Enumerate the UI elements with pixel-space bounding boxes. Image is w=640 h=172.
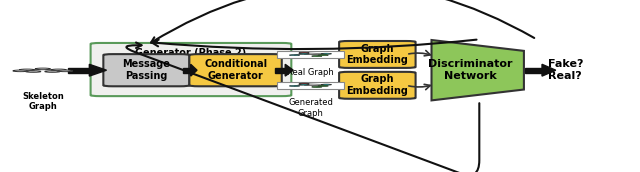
Polygon shape	[68, 68, 90, 73]
Text: Graph
Embedding: Graph Embedding	[346, 44, 408, 65]
Text: Real Graph: Real Graph	[287, 68, 334, 77]
Circle shape	[312, 56, 322, 57]
Text: Conditional
Generator: Conditional Generator	[204, 59, 267, 81]
Circle shape	[312, 86, 322, 88]
Circle shape	[13, 70, 28, 72]
Circle shape	[289, 85, 300, 87]
Text: Fake?
Real?: Fake? Real?	[548, 59, 583, 81]
Circle shape	[30, 71, 36, 72]
Text: Generated
Graph: Generated Graph	[288, 98, 333, 118]
FancyBboxPatch shape	[103, 54, 189, 86]
Circle shape	[299, 83, 309, 84]
Polygon shape	[90, 64, 106, 76]
FancyArrowPatch shape	[152, 40, 477, 49]
FancyBboxPatch shape	[339, 72, 415, 99]
FancyBboxPatch shape	[277, 82, 344, 89]
Circle shape	[321, 53, 332, 54]
Polygon shape	[542, 64, 556, 76]
Circle shape	[299, 84, 309, 85]
Circle shape	[19, 69, 35, 71]
Circle shape	[299, 53, 309, 54]
Polygon shape	[285, 64, 293, 76]
Circle shape	[49, 71, 56, 72]
Polygon shape	[275, 68, 285, 73]
Circle shape	[45, 71, 60, 72]
Text: Discriminator
Network: Discriminator Network	[428, 59, 513, 81]
Circle shape	[51, 69, 67, 71]
Circle shape	[26, 71, 41, 72]
Circle shape	[318, 85, 328, 87]
Text: Skeleton
Graph: Skeleton Graph	[22, 92, 64, 111]
FancyBboxPatch shape	[339, 41, 415, 68]
Polygon shape	[183, 68, 191, 73]
Circle shape	[289, 55, 300, 56]
Text: Message
Passing: Message Passing	[122, 59, 170, 81]
Circle shape	[35, 68, 51, 70]
FancyBboxPatch shape	[91, 43, 291, 96]
Circle shape	[321, 84, 332, 85]
Polygon shape	[191, 64, 197, 76]
FancyBboxPatch shape	[189, 54, 282, 86]
Circle shape	[24, 69, 30, 70]
FancyBboxPatch shape	[277, 51, 344, 58]
Circle shape	[299, 52, 309, 53]
Text: Graph
Embedding: Graph Embedding	[346, 74, 408, 96]
Text: Generator (Phase 2): Generator (Phase 2)	[135, 48, 246, 58]
Circle shape	[58, 70, 73, 72]
Circle shape	[318, 55, 328, 56]
Circle shape	[56, 69, 62, 70]
Polygon shape	[431, 40, 524, 100]
Polygon shape	[525, 68, 542, 73]
